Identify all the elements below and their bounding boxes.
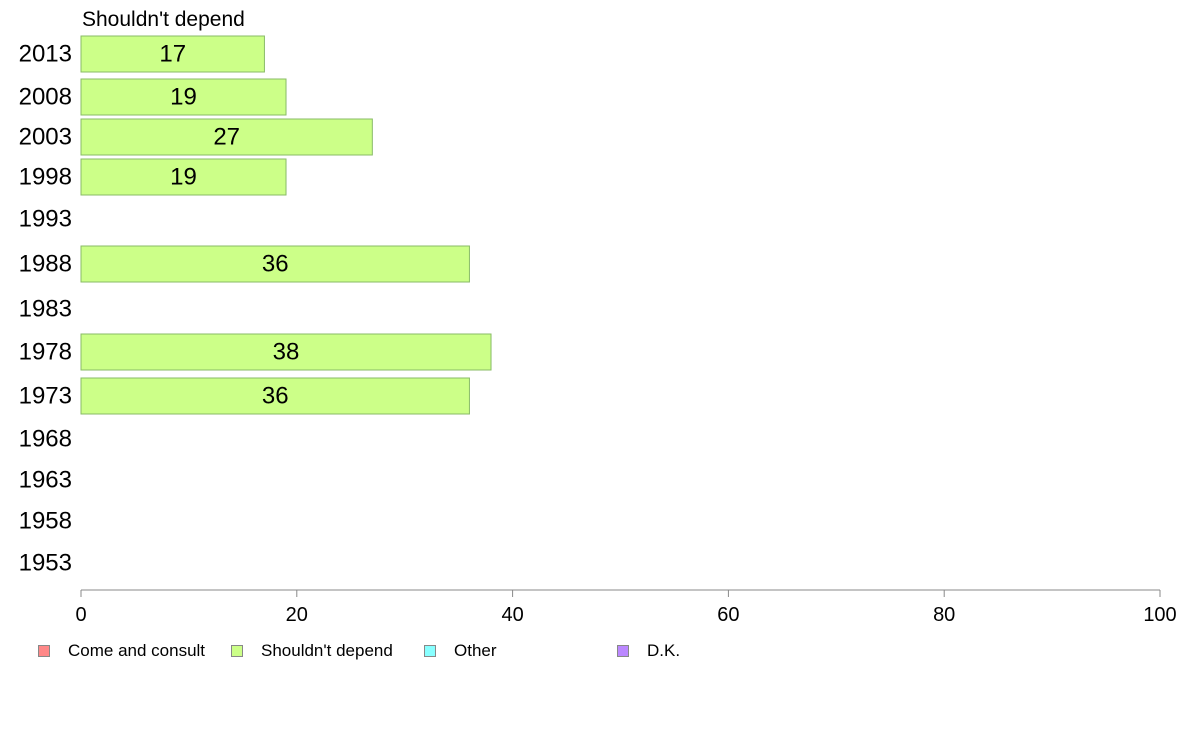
y-tick-label-2013: 2013 bbox=[19, 41, 72, 68]
bar-1998 bbox=[80, 158, 287, 196]
panel-title: Shouldn't depend bbox=[82, 8, 245, 31]
value-label-2013: 17 bbox=[159, 41, 186, 68]
y-tick-label-1993: 1993 bbox=[19, 206, 72, 233]
x-tick-label-0: 0 bbox=[75, 604, 86, 626]
y-tick-label-1988: 1988 bbox=[19, 251, 72, 278]
x-axis: 0 20 40 60 80 100 bbox=[75, 589, 1177, 626]
legend-swatch-shouldnt-depend bbox=[231, 645, 243, 657]
bar-2013 bbox=[80, 35, 265, 73]
x-tick-label-60: 60 bbox=[717, 604, 739, 626]
y-tick-label-1958: 1958 bbox=[19, 508, 72, 535]
x-tick-label-40: 40 bbox=[501, 604, 523, 626]
y-tick-label-2003: 2003 bbox=[19, 124, 72, 151]
y-tick-label-1983: 1983 bbox=[19, 296, 72, 323]
value-label-1973: 36 bbox=[262, 383, 289, 410]
legend-swatch-dk bbox=[617, 645, 629, 657]
bar-group bbox=[80, 35, 492, 415]
x-tick-label-80: 80 bbox=[933, 604, 955, 626]
legend-item-other: Other bbox=[424, 641, 497, 661]
legend-swatch-other bbox=[424, 645, 436, 657]
x-tick-label-100: 100 bbox=[1143, 604, 1176, 626]
bar-2003 bbox=[80, 118, 373, 156]
x-tick-label-20: 20 bbox=[286, 604, 308, 626]
y-tick-label-1973: 1973 bbox=[19, 383, 72, 410]
value-label-1998: 19 bbox=[170, 164, 197, 191]
value-label-1978: 38 bbox=[273, 339, 300, 366]
value-label-2008: 19 bbox=[170, 84, 197, 111]
value-labels: 17 19 27 19 36 38 36 bbox=[159, 41, 299, 410]
y-tick-label-1998: 1998 bbox=[19, 164, 72, 191]
y-tick-label-1968: 1968 bbox=[19, 426, 72, 453]
y-axis-labels: 2013 2008 2003 1998 1993 1988 1983 1978 1973 1968… bbox=[19, 41, 72, 577]
legend-label-shouldnt-depend: Shouldn't depend bbox=[261, 641, 393, 660]
bar-1978 bbox=[80, 333, 492, 371]
legend-label-dk: D.K. bbox=[647, 641, 681, 660]
value-label-1988: 36 bbox=[262, 251, 289, 278]
bar-1973 bbox=[80, 377, 470, 415]
value-label-2003: 27 bbox=[213, 124, 240, 151]
legend-label-other: Other bbox=[454, 641, 497, 660]
legend-item-come-and-consult: Come and consult bbox=[38, 641, 205, 661]
legend-label-come-and-consult: Come and consult bbox=[68, 641, 206, 660]
y-tick-label-1978: 1978 bbox=[19, 339, 72, 366]
bar-2008 bbox=[80, 78, 287, 116]
y-tick-label-2008: 2008 bbox=[19, 84, 72, 111]
legend-item-dk: D.K. bbox=[617, 641, 680, 661]
y-tick-label-1963: 1963 bbox=[19, 467, 72, 494]
bar-1988 bbox=[80, 245, 470, 283]
legend-swatch-come-and-consult bbox=[38, 645, 50, 657]
legend: Come and consult Shouldn't depend Other … bbox=[38, 641, 738, 665]
y-tick-label-1953: 1953 bbox=[19, 550, 72, 577]
legend-item-shouldnt-depend: Shouldn't depend bbox=[231, 641, 393, 661]
